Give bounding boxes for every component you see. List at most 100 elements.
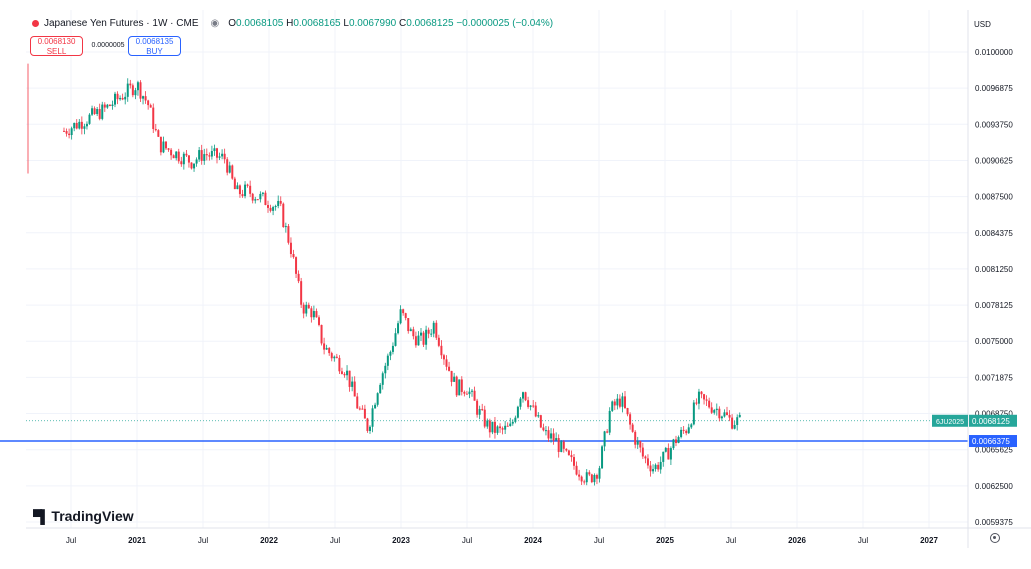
candle-body xyxy=(593,474,596,483)
candle-body xyxy=(448,366,451,371)
tradingview-logo-icon: ▀▌ xyxy=(33,508,49,524)
candle-body xyxy=(631,424,634,432)
candle-body xyxy=(710,407,713,413)
x-tick-label: Jul xyxy=(66,536,76,545)
candle-body xyxy=(544,430,547,432)
candle-body xyxy=(687,427,690,434)
candle-body xyxy=(708,400,711,408)
price-axis[interactable]: 0.0100000 0.0096875 0.0093750 0.0090625 0.00… xyxy=(967,10,1013,548)
candle-body xyxy=(539,415,542,428)
candle-body xyxy=(675,439,677,443)
sell-price: 0.0068130 xyxy=(37,37,76,46)
candle-body xyxy=(131,85,134,96)
candle-body xyxy=(435,322,438,338)
candle-body xyxy=(180,161,183,165)
settings-icon[interactable] xyxy=(990,533,1000,543)
candle-body xyxy=(343,373,346,376)
candle-body xyxy=(287,226,290,243)
candle-body xyxy=(550,433,553,439)
eye-icon[interactable]: ◉ xyxy=(210,18,221,29)
y-tick-label: 0.0075000 xyxy=(975,337,1013,346)
candle-body xyxy=(611,401,614,411)
candle-body xyxy=(363,408,366,419)
candle-body xyxy=(557,438,560,452)
candle-body xyxy=(374,404,377,409)
candle-body xyxy=(369,426,371,431)
candle-body xyxy=(488,420,491,433)
candle-body xyxy=(134,90,137,96)
candle-body xyxy=(305,304,308,314)
sell-button[interactable]: 0.0068130 SELL xyxy=(30,36,83,56)
candle-body xyxy=(629,414,632,425)
x-tick-label: Jul xyxy=(594,536,604,545)
candle-body xyxy=(366,418,369,431)
candle-body xyxy=(460,379,463,392)
candle-body xyxy=(646,458,649,466)
candle-body xyxy=(565,448,568,451)
candle-body xyxy=(478,409,481,415)
candle-body xyxy=(328,347,331,354)
candle-body xyxy=(731,417,734,429)
candle-body xyxy=(318,317,320,325)
candle-body xyxy=(692,402,695,425)
symbol-title[interactable]: Japanese Yen Futures · 1W · CME xyxy=(44,18,199,29)
candle-body xyxy=(644,456,647,459)
candle-body xyxy=(723,412,726,417)
candle-body xyxy=(279,200,282,204)
candle-body xyxy=(289,242,292,255)
legend: Japanese Yen Futures · 1W · CME ◉ O0.006… xyxy=(32,18,553,29)
candle-body xyxy=(616,398,619,406)
candle-body xyxy=(269,207,272,211)
candle-body xyxy=(728,414,731,418)
candle-body xyxy=(170,149,173,156)
candle-body xyxy=(246,184,249,186)
candle-body xyxy=(465,393,468,395)
candle-body xyxy=(65,131,68,134)
y-tick-label: 0.0096875 xyxy=(975,84,1013,93)
candle-body xyxy=(667,447,670,460)
candle-body xyxy=(685,430,688,434)
candle-body xyxy=(389,351,392,356)
candles xyxy=(27,63,741,486)
candle-body xyxy=(310,308,313,318)
candle-body xyxy=(662,451,665,462)
candle-body xyxy=(573,457,575,466)
candle-body xyxy=(193,163,196,169)
buy-button[interactable]: 0.0068135 BUY xyxy=(128,36,181,56)
candle-body xyxy=(537,415,540,417)
candle-body xyxy=(272,207,275,211)
currency-selector[interactable]: USD xyxy=(974,20,991,29)
candle-body xyxy=(547,430,550,439)
time-axis[interactable]: Jul 2021 Jul 2022 Jul 2023 Jul 2024 Jul 2025 Jul 20… xyxy=(26,527,1031,545)
candle-body xyxy=(259,193,262,200)
candle-body xyxy=(251,193,254,201)
candle-body xyxy=(216,148,218,158)
candle-body xyxy=(402,309,405,314)
candle-body xyxy=(330,353,333,359)
candle-body xyxy=(91,108,94,115)
candle-body xyxy=(228,165,231,173)
candle-body xyxy=(236,185,239,190)
candle-body xyxy=(601,446,604,469)
candle-body xyxy=(233,178,236,190)
symbol-tag-bg xyxy=(932,414,968,427)
candle-body xyxy=(476,400,479,415)
candle-body xyxy=(200,150,203,161)
candle-body xyxy=(471,390,473,392)
candle-body xyxy=(414,336,417,346)
candle-body xyxy=(618,398,621,407)
candle-body xyxy=(736,417,739,425)
candle-body xyxy=(450,370,453,382)
candle-body xyxy=(412,329,415,337)
y-tick-label: 0.0059375 xyxy=(975,518,1013,527)
candle-body xyxy=(83,126,86,129)
candle-body xyxy=(491,421,494,433)
candle-body xyxy=(705,399,708,401)
buy-label: BUY xyxy=(146,47,163,56)
y-tick-label: 0.0100000 xyxy=(975,48,1013,57)
candle-body xyxy=(114,93,116,105)
candle-body xyxy=(277,200,280,207)
candle-body xyxy=(384,365,387,374)
candle-body xyxy=(142,96,145,99)
